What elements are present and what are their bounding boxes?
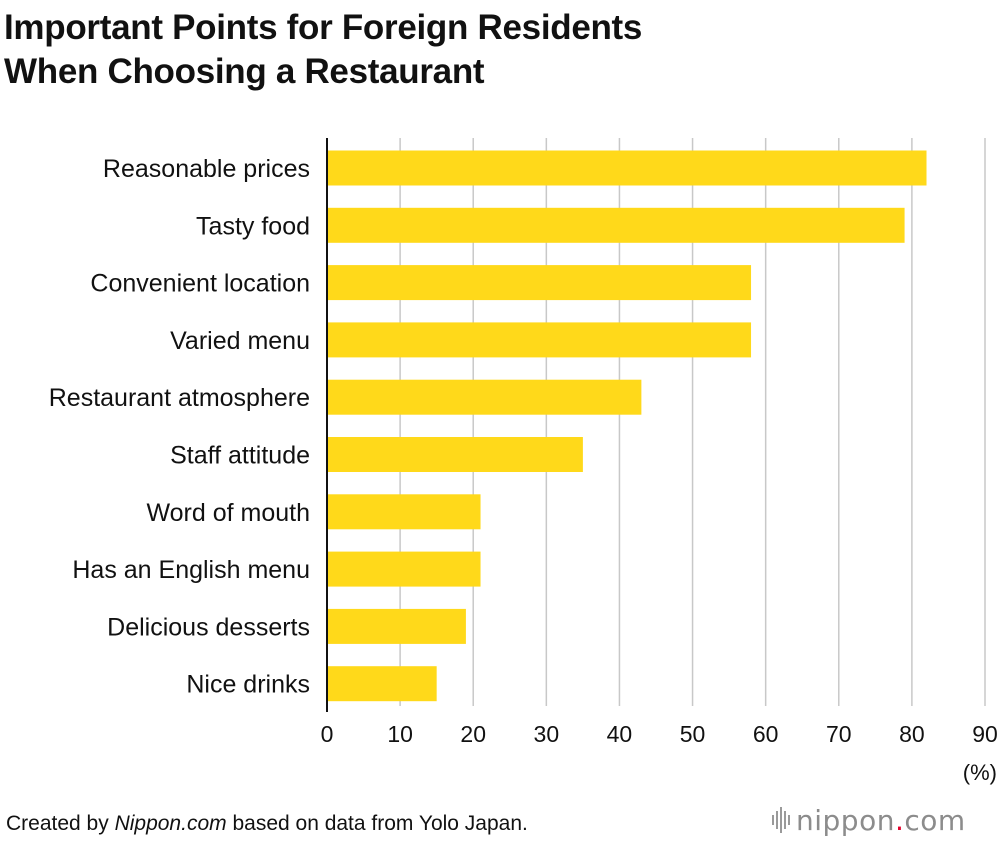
x-axis-unit: (%) [963, 760, 997, 785]
nippon-logo: nippon.com [772, 800, 966, 840]
x-tick-label: 50 [680, 721, 706, 747]
category-label: Convenient location [90, 270, 310, 298]
bar [327, 322, 752, 358]
bar [327, 437, 583, 472]
x-tick-label: 80 [899, 721, 925, 747]
bar [327, 608, 466, 644]
bar [327, 379, 642, 415]
category-label: Nice drinks [186, 671, 310, 699]
x-tick-label: 30 [534, 721, 560, 747]
bar [327, 551, 481, 587]
bar [327, 150, 927, 186]
x-tick-label: 0 [321, 721, 334, 747]
x-tick-label: 70 [826, 721, 852, 747]
x-tick-label: 10 [387, 721, 413, 747]
credit-source-name: Nippon.com [114, 812, 227, 835]
chart-title: Important Points for Foreign Residents W… [4, 6, 642, 94]
category-label: Tasty food [196, 212, 310, 240]
x-tick-label: 40 [607, 721, 633, 747]
category-label: Staff attitude [170, 442, 310, 470]
title-line-1: Important Points for Foreign Residents [4, 8, 643, 47]
category-label: Restaurant atmosphere [49, 384, 310, 412]
category-label: Has an English menu [72, 556, 310, 584]
category-label: Varied menu [170, 327, 310, 355]
x-tick-label: 20 [460, 721, 486, 747]
x-tick-label: 90 [972, 721, 998, 747]
bars [327, 150, 927, 702]
category-label: Reasonable prices [103, 155, 310, 183]
bar [327, 207, 905, 243]
logo-wordmark: nippon.com [796, 803, 966, 837]
credit-prefix: Created by [6, 812, 115, 835]
category-label: Word of mouth [146, 499, 310, 527]
credit-suffix: based on data from Yolo Japan. [226, 812, 528, 835]
x-axis-ticks: 0 10 20 30 40 50 60 70 80 90 [321, 721, 998, 747]
x-tick-label: 60 [753, 721, 779, 747]
category-label: Delicious desserts [107, 613, 310, 641]
title-line-2: When Choosing a Restaurant [4, 52, 485, 91]
bar [327, 666, 437, 702]
category-labels: Reasonable prices Tasty food Convenient lo… [49, 155, 310, 699]
bar [327, 265, 752, 301]
logo-waveform-icon [772, 807, 790, 833]
source-credit: Created by Nippon.com based on data from… [6, 812, 528, 836]
bar [327, 494, 481, 530]
